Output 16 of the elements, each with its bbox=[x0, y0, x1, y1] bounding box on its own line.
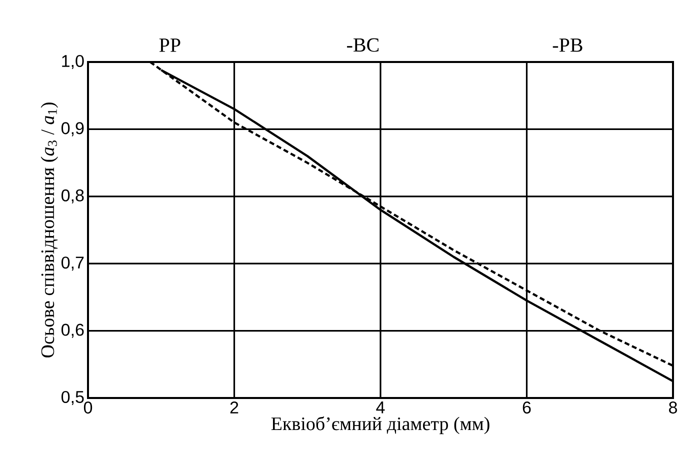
text: -BC bbox=[347, 38, 379, 52]
x-tick-label: 4 bbox=[376, 402, 385, 414]
y-tick-label: 1,0 bbox=[62, 54, 84, 70]
x-tick-label: 8 bbox=[669, 402, 677, 414]
y-tick-label: 0,8 bbox=[62, 189, 84, 204]
y-tick-label: 0,5 bbox=[62, 390, 84, 406]
y-tick-label: 0,7 bbox=[62, 256, 84, 271]
x-tick-label: 0 bbox=[84, 402, 92, 414]
y-tick-label: 0,6 bbox=[62, 324, 84, 338]
x-tick-label: 2 bbox=[230, 402, 238, 414]
x-tick-label: 6 bbox=[522, 402, 531, 414]
text: PP bbox=[159, 38, 180, 52]
text: -PB bbox=[552, 38, 582, 52]
x-axis-title: Еквіоб’ємний діаметр (мм) bbox=[271, 416, 490, 434]
y-tick-label: 0,9 bbox=[62, 122, 84, 136]
y-axis-title: Осьове співвідношення (a$_{3}$ / a$_{1}$) bbox=[40, 102, 58, 358]
